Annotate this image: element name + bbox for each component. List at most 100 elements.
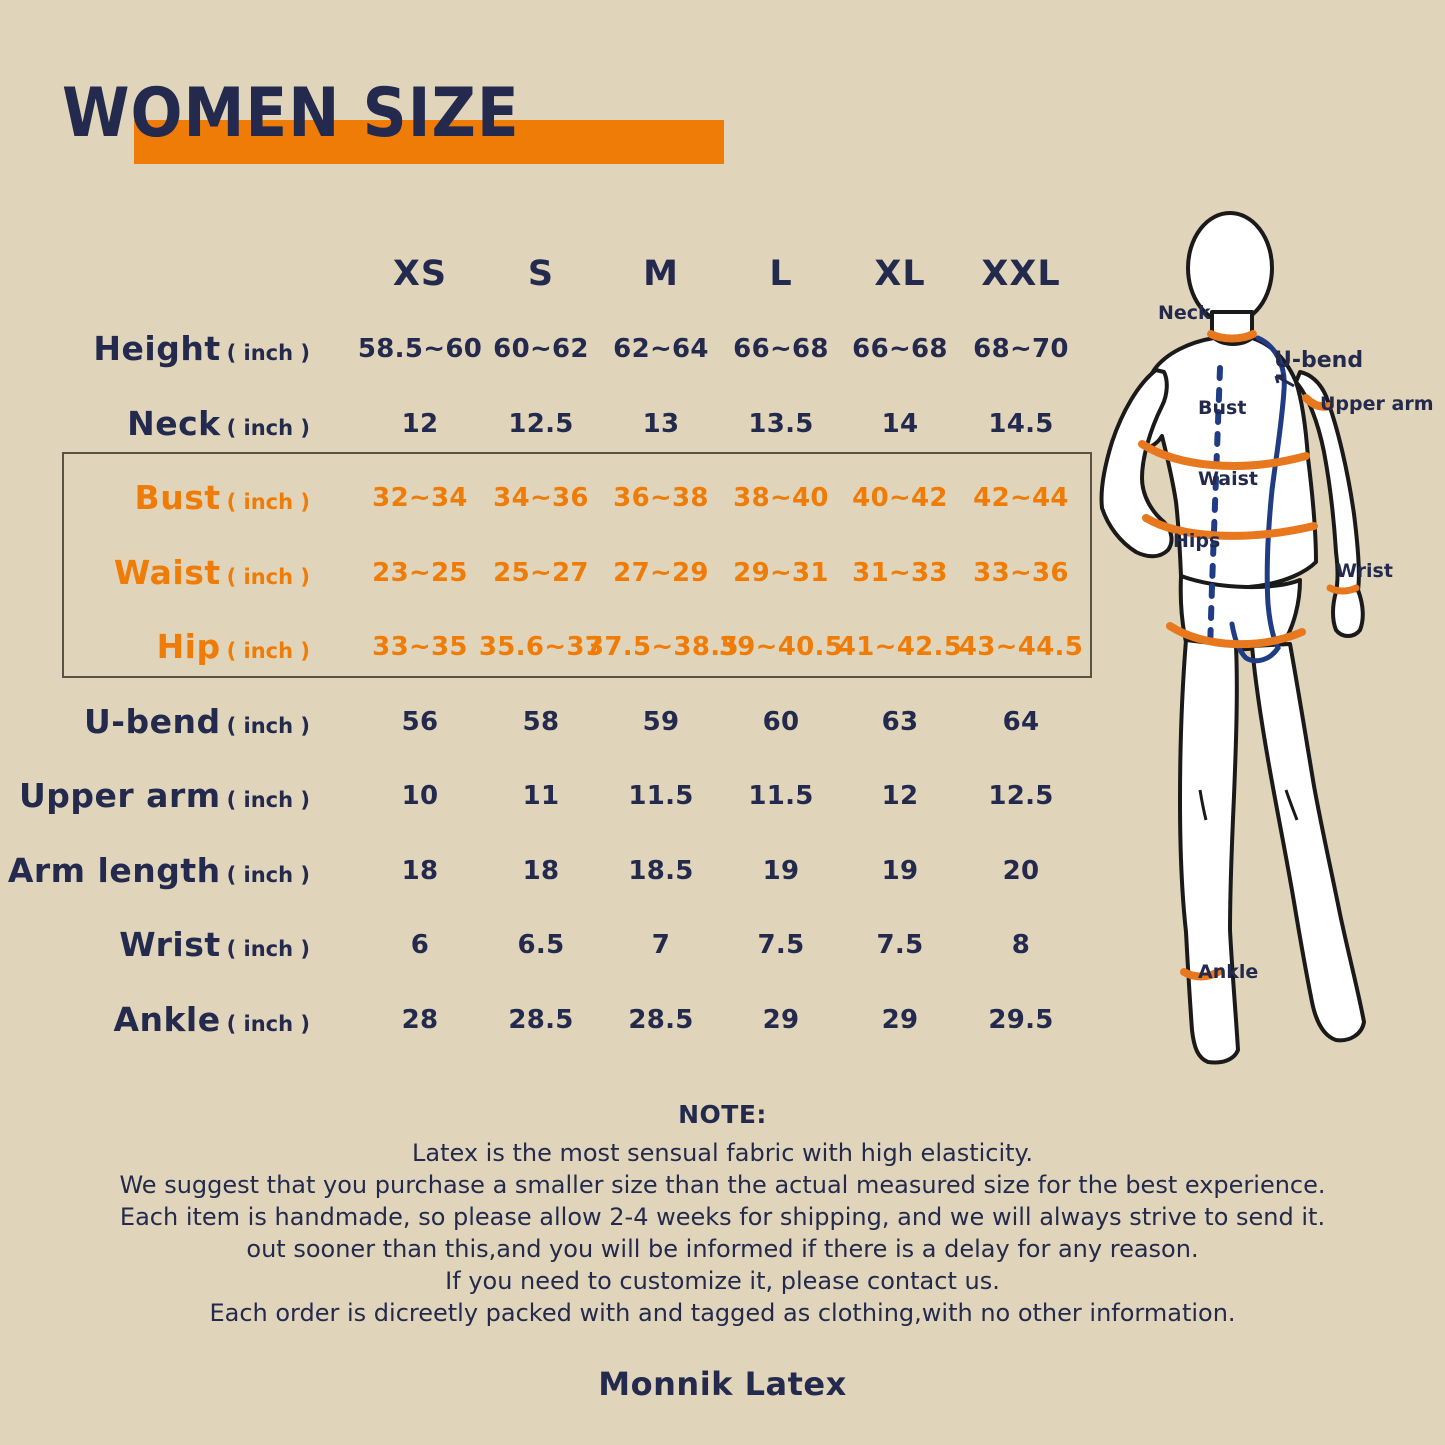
table-row: Hip( inch ) 33~35 35.6~37 37.5~38.5 39~40.5 4… [0,610,1100,685]
table-row: Upper arm( inch ) 10 11 11.5 11.5 12 12.5 [0,759,1100,834]
table-cell: 34~36 [493,483,589,513]
size-header-xl: XL [874,254,926,294]
table-cell: 10 [401,781,439,811]
page-title: WOMEN SIZE [62,70,762,170]
table-cell: 7.5 [757,930,805,960]
table-cell: 6.5 [517,930,565,960]
title-text: WOMEN SIZE [62,74,520,153]
table-cell: 38~40 [733,483,829,513]
table-row: Ankle( inch ) 28 28.5 28.5 29 29 29.5 [0,983,1100,1058]
figure-label-hips: Hips [1173,530,1221,552]
table-cell: 62~64 [613,334,709,364]
table-cell: 37.5~38.5 [586,632,739,662]
table-cell: 58.5~60 [357,334,483,364]
note-line: out sooner than this,and you will be inf… [246,1235,1199,1263]
table-cell: 31~33 [852,557,948,588]
hips-band [1166,622,1306,649]
table-cell: 29~31 [733,557,829,588]
table-cell: 28 [401,1004,439,1035]
left-knee-line [1198,789,1208,821]
size-header-m: M [643,254,679,294]
note-line: Each item is handmade, so please allow 2… [119,1203,1326,1231]
table-cell: 18.5 [628,855,694,886]
neck-band [1207,330,1257,343]
table-cell: 43~44.5 [958,632,1084,662]
note-line: If you need to customize it, please cont… [445,1267,1000,1295]
size-header-row: XS S M L XL XXL [0,236,1100,312]
row-label-name: Arm length [7,850,221,890]
mannequin-figure: Neck U-bend Upper arm Bust Waist Hips Wr… [1080,190,1445,1090]
table-cell: 19 [881,855,919,886]
size-table: XS S M L XL XXL Height( inch ) 58.5~60 60~62 62~6… [0,236,1100,1057]
table-cell: 28.5 [508,1004,574,1035]
figure-label-upper-arm: Upper arm [1320,393,1434,415]
row-label-arm-length: Arm length( inch ) [0,834,310,916]
table-row: Arm length( inch ) 18 18 18.5 19 19 20 [0,834,1100,909]
table-cell: 12 [401,408,439,439]
table-cell: 14 [881,408,919,439]
bust-band [1138,440,1310,470]
table-cell: 56 [401,706,439,737]
row-label-unit: ( inch ) [226,713,310,738]
ankle-band [1180,968,1222,981]
row-label-name: U-bend [84,701,221,741]
table-cell: 12.5 [508,408,574,439]
figure-label-waist: Waist [1198,468,1259,490]
row-label-neck: Neck( inch ) [0,387,310,469]
table-cell: 12.5 [988,781,1054,811]
table-cell: 66~68 [852,334,948,364]
table-cell: 20 [1002,855,1040,886]
table-cell: 29 [762,1004,800,1035]
table-cell: 29.5 [988,1004,1054,1035]
left-arm-shape [1099,368,1174,559]
row-label-hip: Hip( inch ) [0,610,310,692]
table-cell: 11.5 [628,781,694,811]
figure-label-ankle: Ankle [1198,961,1259,983]
table-cell: 27~29 [613,557,709,588]
row-label-name: Height [93,329,221,368]
u-bend-arrow [1275,374,1295,388]
row-label-unit: ( inch ) [226,341,310,365]
table-cell: 32~34 [372,483,468,513]
table-cell: 33~36 [973,557,1069,588]
right-knee-line [1284,789,1299,821]
table-cell: 25~27 [493,557,589,588]
row-label-name: Bust [134,478,221,517]
row-label-name: Ankle [113,999,221,1039]
table-cell: 33~35 [372,632,468,662]
figure-label-bust: Bust [1198,397,1247,419]
table-cell: 29 [881,1004,919,1035]
upper-arm-band [1302,394,1334,411]
table-cell: 36~38 [613,483,709,513]
row-label-name: Neck [127,403,221,443]
table-cell: 58 [522,706,560,737]
row-label-unit: ( inch ) [226,490,310,514]
note-line: We suggest that you purchase a smaller s… [119,1171,1326,1199]
wrist-band [1326,584,1360,595]
center-dashed-line [1209,365,1223,589]
figure-label-neck: Neck [1158,302,1211,324]
table-cell: 12 [881,781,919,811]
table-row: Wrist( inch ) 6 6.5 7 7.5 7.5 8 [0,908,1100,983]
note-section: NOTE: Latex is the most sensual fabric w… [0,1100,1445,1329]
table-row: Waist( inch ) 23~25 25~27 27~29 29~31 31~33 33… [0,536,1100,611]
right-leg-shape [1250,642,1366,1043]
note-lines: Latex is the most sensual fabric with hi… [0,1137,1445,1329]
row-label-unit: ( inch ) [226,415,310,440]
figure-label-wrist: Wrist [1336,560,1393,582]
u-bend-arrow-head [1274,374,1284,384]
table-cell: 19 [762,855,800,886]
table-cell: 7.5 [876,930,924,960]
table-cell: 42~44 [973,483,1069,513]
row-label-name: Upper arm [19,776,221,815]
waist-band [1142,514,1318,540]
row-label-unit: ( inch ) [226,639,310,663]
table-cell: 7 [651,930,671,960]
table-cell: 11.5 [748,781,814,811]
size-header-xxl: XXL [981,254,1061,294]
row-label-unit: ( inch ) [226,788,310,812]
table-cell: 18 [522,855,560,886]
size-header-l: L [769,254,793,294]
right-hand-shape [1331,588,1365,638]
figure-label-u-bend: U-bend [1274,348,1364,373]
